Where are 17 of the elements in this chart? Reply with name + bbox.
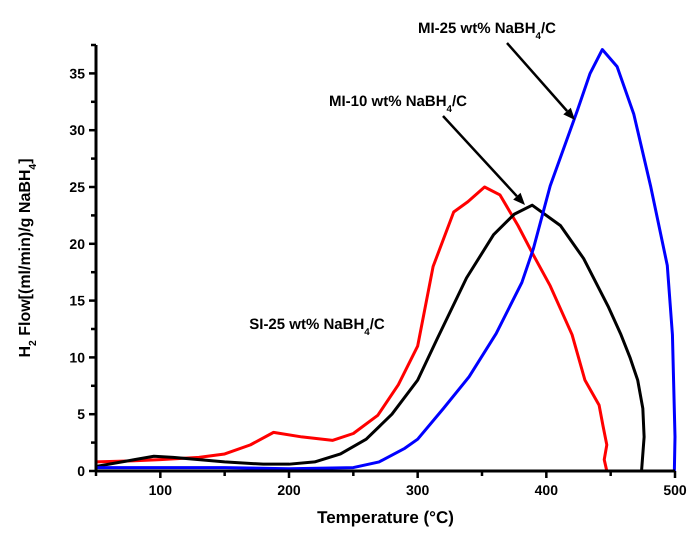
annotation: MI-10 wt% NaBH$_{4}$/C <box>329 93 468 114</box>
x-tick-label: 500 <box>663 482 687 498</box>
y-tick-label: 5 <box>77 406 86 422</box>
y-tick-label: 10 <box>69 349 86 366</box>
y-tick-label: 25 <box>69 179 86 195</box>
x-tick-label: 100 <box>148 482 172 498</box>
x-tick-label: 200 <box>277 482 301 498</box>
x-tick-label: 400 <box>534 482 558 498</box>
y-tick-label: 15 <box>69 292 86 309</box>
y-tick-label: 30 <box>69 122 86 138</box>
y-tick-label: 0 <box>77 463 86 479</box>
annotation: SI-25 wt% NaBH$_{4}$/C <box>249 316 385 338</box>
y-tick-label: 35 <box>69 65 86 82</box>
x-tick-label: 300 <box>406 482 430 498</box>
text: MI-25 wt% NaBH$_{4}$/C <box>418 20 556 42</box>
y-tick-label: 20 <box>69 236 86 252</box>
x-axis-title: Temperature (°C) <box>317 508 454 527</box>
